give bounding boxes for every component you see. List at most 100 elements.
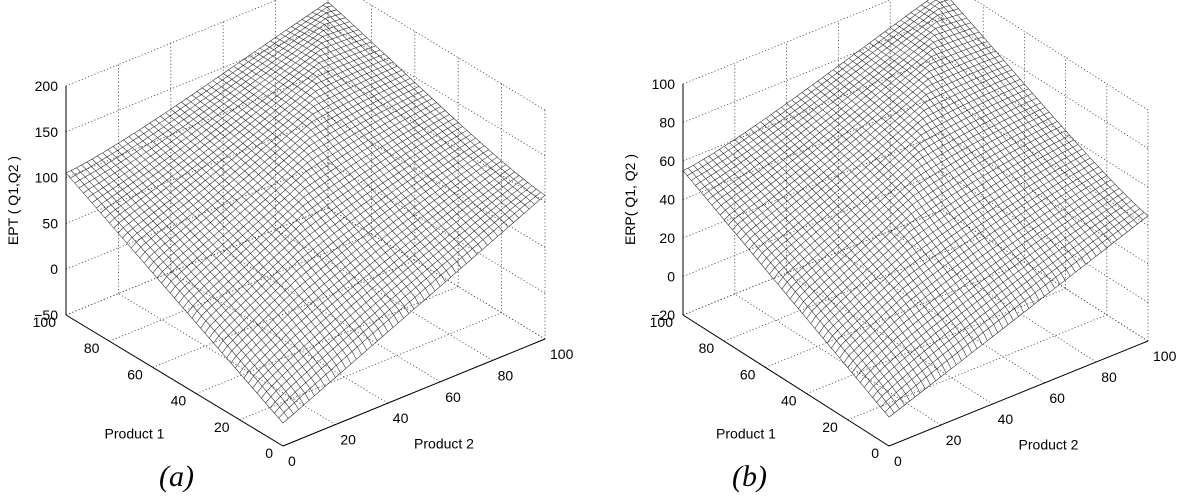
x-tick-label: 80	[84, 340, 100, 356]
chart-panel-a: −50 0 50 100 150 200 0 20 40 60 80 100 0 20 40 60 80 100 E…	[5, 0, 574, 493]
surface-line-x	[839, 166, 1099, 359]
y-tick-label: 20	[340, 432, 356, 448]
surface-line-y	[186, 98, 404, 319]
gridline	[724, 235, 984, 342]
surface-line-y	[144, 126, 362, 355]
surface-line-y	[801, 92, 1009, 325]
surface-line-y	[687, 167, 895, 414]
surface-line-y	[807, 88, 1014, 321]
surface-line-x	[213, 137, 476, 344]
surface-line-y	[833, 69, 1040, 301]
gridline	[806, 288, 1066, 394]
z-tick-label: 200	[35, 78, 59, 94]
surface-line-y	[703, 158, 910, 402]
gridline	[682, 209, 943, 316]
surface-plot-a: −50 0 50 100 150 200 0 20 40 60 80 100 0 20 40 60 80 100 E…	[5, 0, 574, 469]
surface-line-y	[264, 44, 483, 251]
surface-line-y	[70, 170, 289, 419]
gridline	[682, 17, 943, 123]
surface-line-y	[92, 158, 310, 401]
panel-caption-b: (b)	[732, 460, 767, 493]
surface-line-x	[135, 65, 398, 254]
x-axis-line	[682, 314, 890, 447]
surface-line-y	[869, 42, 1076, 273]
x-tick-label: 100	[650, 314, 674, 330]
surface-line-y	[770, 114, 978, 349]
surface-line-x	[703, 13, 963, 196]
surface-line-y	[750, 128, 957, 365]
x-tick-label: 20	[214, 419, 230, 435]
surface-line-x	[864, 192, 1124, 388]
surface-mesh	[682, 0, 1149, 418]
gridline	[838, 251, 1045, 384]
surface-line-y	[296, 22, 514, 223]
surface-line-y	[228, 69, 446, 282]
x-tick-label: 100	[33, 314, 57, 330]
surface-line-y	[682, 170, 890, 418]
surface-line-y	[212, 80, 430, 296]
surface-line-y	[160, 115, 378, 342]
y-tick-label: 100	[550, 346, 574, 362]
y-axis-label: Product 2	[1019, 437, 1079, 453]
surface-line-y	[879, 35, 1087, 265]
surface-line-y	[827, 73, 1035, 305]
surface-line-y	[175, 105, 394, 328]
z-tick-label: 100	[652, 76, 676, 92]
surface-line-y	[76, 167, 294, 415]
surface-line-y	[301, 19, 519, 219]
surface-line-y	[884, 31, 1092, 261]
y-tick-label: 80	[498, 367, 514, 383]
surface-line-x	[122, 53, 385, 239]
surface-line-y	[915, 8, 1123, 237]
z-tick-label: −20	[651, 307, 675, 323]
surface-line-y	[926, 1, 1133, 229]
surface-line-y	[181, 101, 399, 323]
y-tick-label: 40	[393, 410, 409, 426]
y-tick-label: 0	[894, 453, 902, 469]
surface-line-y	[693, 165, 900, 410]
surface-line-y	[864, 46, 1071, 277]
surface-line-y	[905, 16, 1112, 245]
surface-line-y	[838, 65, 1045, 297]
surface-line-y	[724, 146, 931, 386]
surface-line-y	[843, 61, 1050, 293]
surface-line-y	[223, 73, 441, 287]
surface-line-x	[269, 185, 533, 409]
surface-line-y	[81, 164, 299, 410]
chart-panel-b: −20 0 20 40 60 80 100 0 20 40 60 80 100 0 20 40 60 80 100 E…	[599, 0, 1198, 502]
surface-line-x	[83, 17, 346, 194]
surface-line-y	[118, 142, 336, 378]
gridline	[327, 161, 546, 294]
surface-line-x	[87, 21, 350, 199]
surface-line-y	[874, 38, 1081, 269]
surface-line-y	[858, 50, 1066, 281]
surface-line-y	[254, 51, 472, 260]
x-axis-label: Product 1	[716, 426, 776, 442]
surface-line-x	[777, 97, 1037, 285]
surface-line-y	[275, 37, 493, 241]
gridline	[65, 207, 329, 316]
y-tick-label: 40	[998, 411, 1014, 427]
x-axis-line	[65, 314, 284, 447]
surface-line-y	[128, 136, 347, 369]
gridline	[941, 17, 1149, 149]
surface-line-y	[327, 1, 546, 196]
surface-line-y	[698, 162, 905, 406]
z-axis-label: EPT ( Q1,Q2 )	[5, 156, 21, 245]
gridline	[682, 171, 943, 277]
z-tick-label: 20	[659, 230, 675, 246]
surface-line-y	[113, 146, 331, 383]
surface-line-x	[736, 50, 996, 235]
surface-line-y	[776, 110, 983, 345]
gridline	[118, 293, 336, 425]
gridline	[275, 229, 493, 361]
z-tick-label: 150	[35, 124, 59, 140]
x-tick-label: 60	[127, 366, 143, 382]
gridline	[327, 24, 546, 157]
surface-line-y	[259, 47, 478, 255]
surface-line-x	[847, 175, 1107, 368]
y-axis-line	[888, 340, 1149, 447]
x-axis-label: Product 1	[105, 426, 165, 442]
surface-line-y	[207, 84, 425, 301]
y-tick-label: 0	[288, 453, 296, 469]
